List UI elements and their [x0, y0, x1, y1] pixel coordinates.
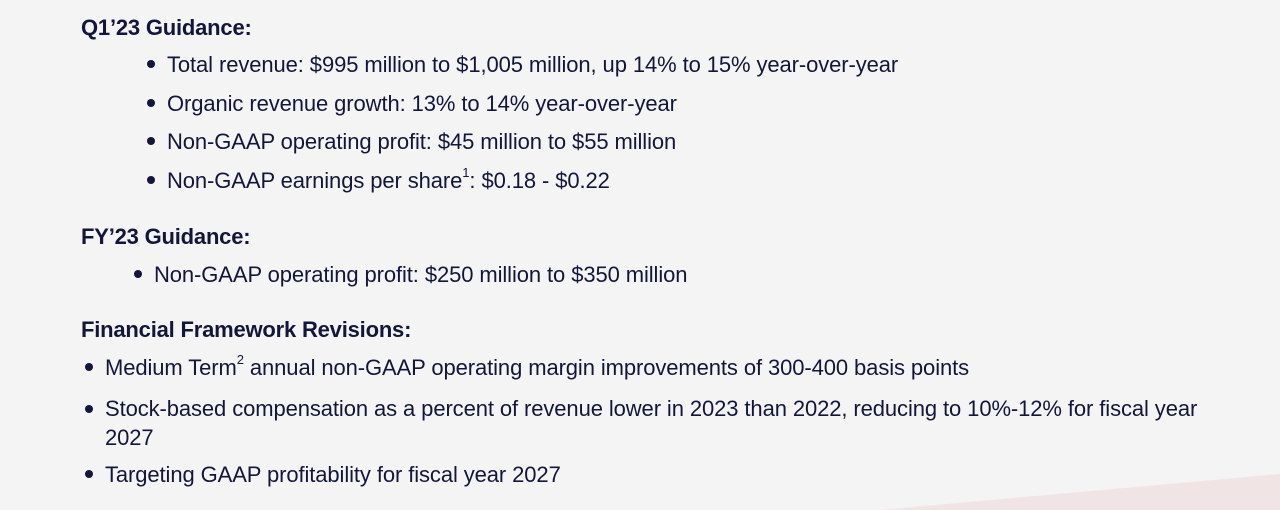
item-text: Organic revenue growth: 13% to 14% year-…	[167, 91, 677, 116]
list-item: Medium Term2 annual non-GAAP operating m…	[85, 352, 970, 381]
bullet-icon	[147, 60, 155, 68]
item-text: : $0.18 - $0.22	[469, 168, 610, 193]
item-text: annual non-GAAP operating margin improve…	[243, 355, 970, 380]
bullet-icon	[85, 470, 93, 478]
section-heading-q1-guidance: Q1’23 Guidance:	[81, 15, 252, 40]
bullet-icon	[85, 405, 93, 413]
bullet-icon	[147, 176, 155, 184]
list-item: Total revenue: $995 million to $1,005 mi…	[147, 52, 899, 78]
footnote-marker: 1	[462, 165, 470, 180]
section-heading-fy-guidance: FY’23 Guidance:	[81, 224, 251, 249]
item-text: Medium Term	[105, 355, 237, 380]
list-item: Non-GAAP operating profit: $250 million …	[134, 262, 688, 288]
list-item: Non-GAAP operating profit: $45 million t…	[147, 129, 677, 155]
list-item: Organic revenue growth: 13% to 14% year-…	[147, 91, 677, 117]
list-item: Targeting GAAP profitability for fiscal …	[85, 462, 561, 488]
list-item: Stock-based compensation as a percent of…	[85, 394, 1215, 452]
bullet-icon	[85, 363, 93, 371]
item-text: Non-GAAP operating profit: $250 million …	[154, 262, 688, 287]
item-text: Non-GAAP earnings per share	[167, 168, 463, 193]
item-text: Targeting GAAP profitability for fiscal …	[105, 462, 561, 487]
bullet-icon	[134, 270, 142, 278]
item-text: Stock-based compensation as a percent of…	[105, 396, 1198, 450]
section-heading-framework-revisions: Financial Framework Revisions:	[81, 317, 412, 342]
bullet-icon	[147, 99, 155, 107]
list-item: Non-GAAP earnings per share1: $0.18 - $0…	[147, 165, 610, 194]
footnote-marker: 2	[236, 352, 244, 367]
item-text: Total revenue: $995 million to $1,005 mi…	[167, 52, 899, 77]
bullet-icon	[147, 137, 155, 145]
item-text: Non-GAAP operating profit: $45 million t…	[167, 129, 677, 154]
